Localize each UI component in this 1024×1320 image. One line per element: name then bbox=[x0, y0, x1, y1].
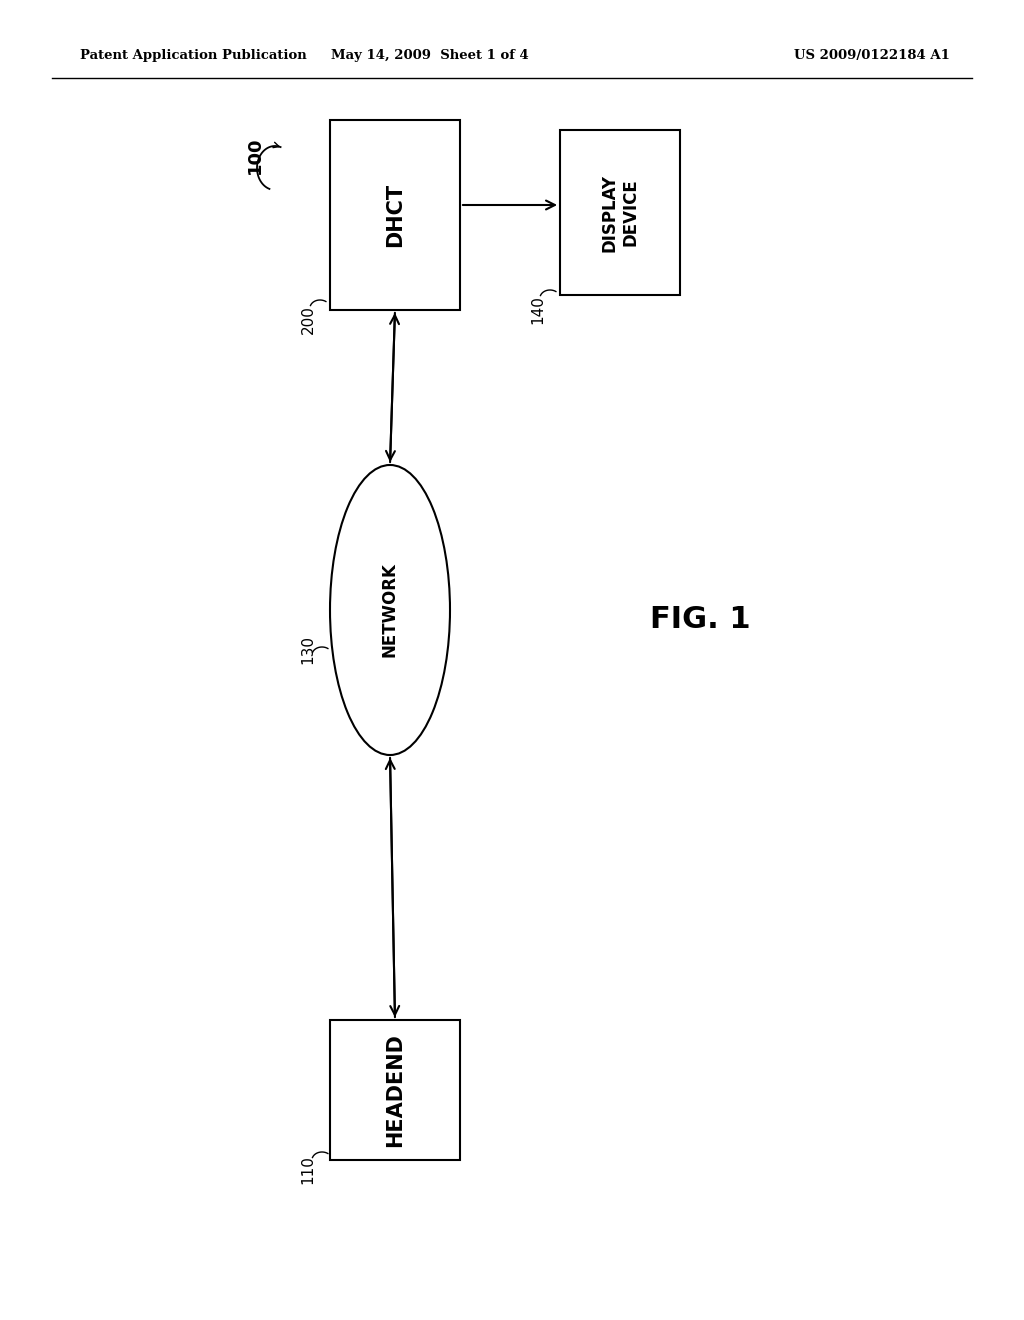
Text: 100: 100 bbox=[246, 136, 264, 174]
Text: FIG. 1: FIG. 1 bbox=[649, 606, 751, 635]
Text: 140: 140 bbox=[530, 294, 546, 323]
Text: DHCT: DHCT bbox=[385, 183, 406, 247]
Text: DISPLAY
DEVICE: DISPLAY DEVICE bbox=[601, 173, 639, 252]
Text: 130: 130 bbox=[300, 635, 315, 664]
Bar bbox=[560, 129, 680, 294]
Text: HEADEND: HEADEND bbox=[385, 1034, 406, 1147]
Bar bbox=[330, 120, 460, 310]
Text: NETWORK: NETWORK bbox=[381, 562, 399, 657]
Text: May 14, 2009  Sheet 1 of 4: May 14, 2009 Sheet 1 of 4 bbox=[331, 49, 528, 62]
Text: 110: 110 bbox=[300, 1155, 315, 1184]
Ellipse shape bbox=[330, 465, 450, 755]
Text: 200: 200 bbox=[300, 305, 315, 334]
Text: US 2009/0122184 A1: US 2009/0122184 A1 bbox=[795, 49, 950, 62]
Text: Patent Application Publication: Patent Application Publication bbox=[80, 49, 307, 62]
Bar bbox=[330, 1020, 460, 1160]
